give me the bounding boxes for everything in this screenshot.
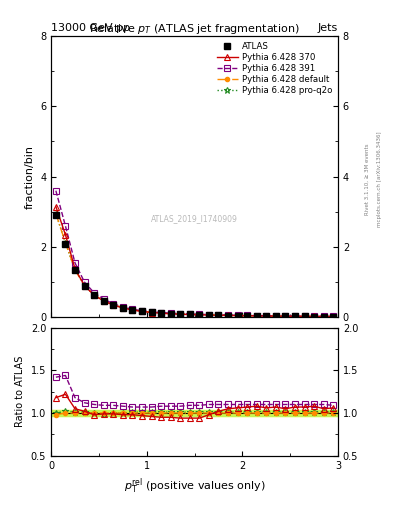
Bar: [51, 411, 338, 416]
Text: Rivet 3.1.10, ≥ 3M events: Rivet 3.1.10, ≥ 3M events: [365, 143, 370, 215]
Y-axis label: fraction/bin: fraction/bin: [24, 144, 35, 209]
Text: 13000 GeV pp: 13000 GeV pp: [51, 23, 130, 33]
Bar: [51, 411, 338, 416]
Title: Relative $p_T$ (ATLAS jet fragmentation): Relative $p_T$ (ATLAS jet fragmentation): [89, 22, 300, 36]
Legend: ATLAS, Pythia 6.428 370, Pythia 6.428 391, Pythia 6.428 default, Pythia 6.428 pr: ATLAS, Pythia 6.428 370, Pythia 6.428 39…: [215, 40, 334, 97]
X-axis label: $p_{\mathrm{T}}^{\mathrm{rel}}$ (positive values only): $p_{\mathrm{T}}^{\mathrm{rel}}$ (positiv…: [124, 476, 265, 496]
Text: Jets: Jets: [318, 23, 338, 33]
Y-axis label: Ratio to ATLAS: Ratio to ATLAS: [15, 356, 25, 428]
Text: ATLAS_2019_I1740909: ATLAS_2019_I1740909: [151, 215, 238, 223]
Text: mcplots.cern.ch [arXiv:1306.3436]: mcplots.cern.ch [arXiv:1306.3436]: [377, 132, 382, 227]
